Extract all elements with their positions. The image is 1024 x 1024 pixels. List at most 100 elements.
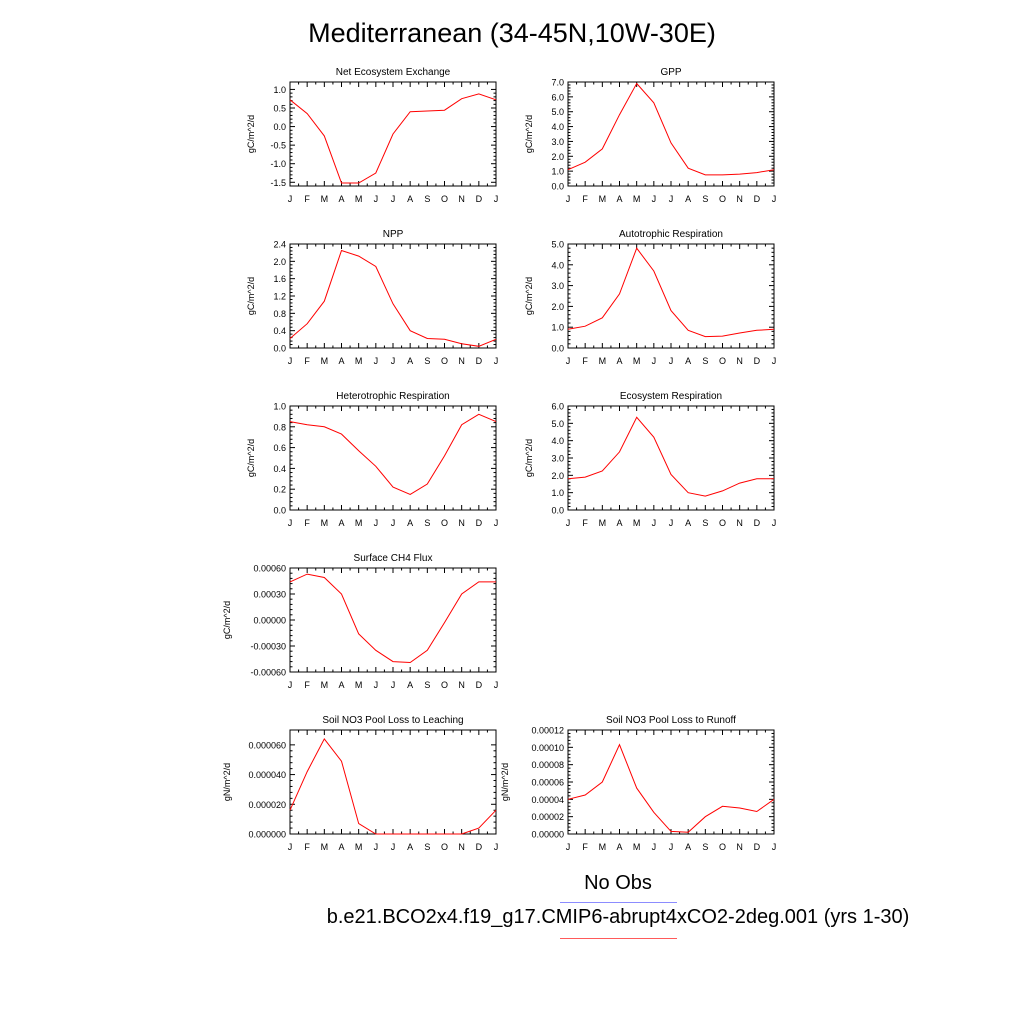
y-tick-label: 0.0 <box>551 182 564 192</box>
y-tick-label: 1.0 <box>551 167 564 177</box>
x-tick-label: J <box>652 194 657 204</box>
x-tick-label: J <box>288 680 293 690</box>
chart-title: GPP <box>660 67 681 78</box>
x-tick-label: F <box>582 356 588 366</box>
x-tick-label: J <box>669 518 674 528</box>
y-tick-label: 0.0 <box>273 122 286 132</box>
x-tick-label: N <box>736 842 743 852</box>
x-tick-label: M <box>633 356 641 366</box>
y-tick-label: 2.0 <box>551 302 564 312</box>
y-tick-label: 0.00002 <box>531 812 564 822</box>
x-tick-label: A <box>685 842 691 852</box>
y-tick-label: 5.0 <box>551 107 564 117</box>
chart-title: Autotrophic Respiration <box>619 229 723 240</box>
y-tick-label: 0.00006 <box>531 778 564 788</box>
y-tick-label: 4.0 <box>551 260 564 270</box>
y-tick-label: 3.0 <box>551 281 564 291</box>
y-tick-label: 0.2 <box>273 485 286 495</box>
legend-model-line <box>560 938 677 939</box>
x-tick-label: M <box>633 194 641 204</box>
x-tick-label: J <box>288 518 293 528</box>
x-tick-label: J <box>494 356 499 366</box>
page-title: Mediterranean (34-45N,10W-30E) <box>308 18 716 48</box>
y-tick-label: -0.00060 <box>250 668 286 678</box>
x-tick-label: O <box>719 194 726 204</box>
x-tick-label: J <box>566 518 571 528</box>
x-tick-label: D <box>476 842 483 852</box>
x-tick-label: S <box>702 194 708 204</box>
y-tick-label: 0.0 <box>551 506 564 516</box>
y-tick-label: 2.0 <box>551 471 564 481</box>
x-tick-label: O <box>441 842 448 852</box>
x-tick-label: S <box>424 842 430 852</box>
plot-frame <box>567 405 775 511</box>
x-tick-label: J <box>494 518 499 528</box>
x-tick-label: M <box>355 842 363 852</box>
x-tick-label: A <box>338 518 344 528</box>
x-tick-label: D <box>754 356 761 366</box>
x-tick-label: N <box>458 356 465 366</box>
y-tick-label: -1.5 <box>270 178 286 188</box>
chart-title: Ecosystem Respiration <box>620 391 722 402</box>
chart-title: NPP <box>383 229 404 240</box>
y-tick-label: 0.00008 <box>531 760 564 770</box>
y-tick-label: 0.00060 <box>253 564 286 574</box>
series-line <box>567 743 775 833</box>
legend-obs-label: No Obs <box>584 872 652 894</box>
y-tick-label: 0.000060 <box>248 740 286 750</box>
x-tick-label: J <box>772 842 777 852</box>
x-tick-label: O <box>719 356 726 366</box>
x-tick-label: D <box>476 356 483 366</box>
y-axis-label: gC/m^2/d <box>524 277 534 315</box>
x-tick-label: A <box>338 194 344 204</box>
x-tick-label: D <box>754 194 761 204</box>
x-tick-label: M <box>599 356 607 366</box>
x-tick-label: D <box>476 518 483 528</box>
legend-obs-line <box>560 902 677 903</box>
x-tick-label: J <box>391 356 396 366</box>
y-tick-label: 0.4 <box>273 326 286 336</box>
x-tick-label: A <box>407 680 413 690</box>
y-tick-label: 3.0 <box>551 137 564 147</box>
x-tick-label: D <box>476 680 483 690</box>
x-tick-label: A <box>407 356 413 366</box>
x-tick-label: M <box>321 518 329 528</box>
y-tick-label: 1.6 <box>273 274 286 284</box>
series-line <box>289 249 497 347</box>
y-tick-label: 1.0 <box>273 85 286 95</box>
x-tick-label: F <box>304 842 310 852</box>
x-tick-label: J <box>374 842 379 852</box>
y-axis-label: gC/m^2/d <box>246 277 256 315</box>
y-axis-label: gC/m^2/d <box>246 439 256 477</box>
x-tick-label: A <box>338 842 344 852</box>
x-tick-label: N <box>458 518 465 528</box>
y-tick-label: 6.0 <box>551 402 564 412</box>
series-line <box>567 82 775 176</box>
y-tick-label: 2.4 <box>273 240 286 250</box>
x-tick-label: J <box>566 842 571 852</box>
y-tick-label: 0.000020 <box>248 800 286 810</box>
x-tick-label: S <box>424 680 430 690</box>
y-tick-label: 0.00030 <box>253 590 286 600</box>
x-tick-label: M <box>355 194 363 204</box>
x-tick-label: A <box>616 194 622 204</box>
y-tick-label: 0.0 <box>273 344 286 354</box>
x-tick-label: A <box>616 518 622 528</box>
x-tick-label: A <box>616 356 622 366</box>
x-tick-label: O <box>719 842 726 852</box>
y-tick-label: 1.2 <box>273 292 286 302</box>
x-tick-label: J <box>494 842 499 852</box>
y-tick-label: 4.0 <box>551 122 564 132</box>
y-tick-label: 1.0 <box>273 402 286 412</box>
x-tick-label: A <box>338 680 344 690</box>
x-tick-label: F <box>582 518 588 528</box>
x-tick-label: M <box>633 842 641 852</box>
x-tick-label: O <box>441 356 448 366</box>
x-tick-label: J <box>391 680 396 690</box>
x-tick-label: N <box>736 356 743 366</box>
x-tick-label: J <box>391 518 396 528</box>
